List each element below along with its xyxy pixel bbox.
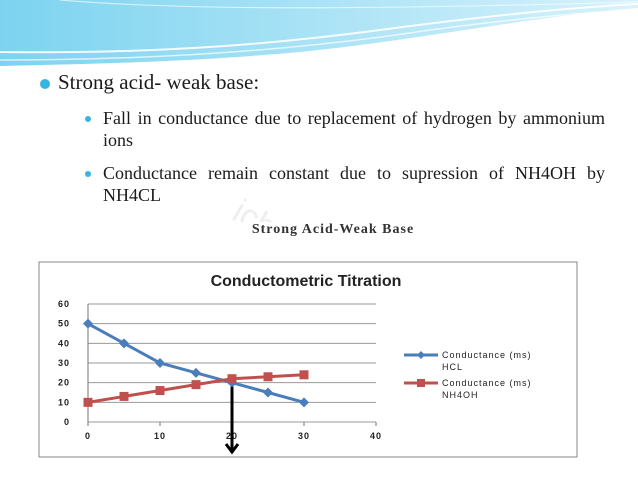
sub-bullet-text: Conductance remain constant due to supre… — [103, 163, 605, 206]
y-tick-label: 20 — [58, 378, 70, 388]
x-tick-label: 10 — [154, 431, 166, 441]
header-wave — [0, 0, 638, 66]
data-point — [155, 358, 165, 368]
y-tick-label: 50 — [58, 319, 70, 329]
x-tick-label: 30 — [298, 431, 310, 441]
data-point — [155, 386, 165, 396]
y-tick-label: 40 — [58, 338, 70, 348]
data-point — [119, 338, 129, 349]
main-bullet: Strong acid- weak base: — [40, 70, 605, 95]
chart-title: Conductometric Titration — [211, 273, 402, 290]
legend: Conductance (ms) HCL Conductance (ms) NH4OH — [404, 350, 532, 400]
legend-marker — [417, 379, 425, 387]
data-point — [83, 318, 93, 329]
sub-bullet-text: Fall in conductance due to replacement o… — [103, 108, 605, 151]
y-tick-label: 0 — [64, 417, 70, 427]
data-point — [263, 387, 273, 398]
bullet-dot-icon — [85, 171, 91, 178]
chart-frame — [38, 261, 578, 458]
legend-label: HCL — [442, 362, 463, 372]
sub-bullets: Fall in conductance due to replacement o… — [85, 108, 605, 207]
series-layer — [83, 318, 309, 408]
legend-label: NH4OH — [442, 390, 479, 400]
slide-content: Strong acid- weak base: Fall in conducta… — [40, 70, 605, 218]
legend-label: Conductance (ms) — [442, 350, 532, 360]
legend-label: Conductance (ms) — [442, 378, 532, 388]
arrow-head — [224, 443, 240, 455]
data-point — [191, 367, 201, 378]
legend-marker — [417, 351, 425, 359]
y-tick-label: 10 — [58, 397, 70, 407]
data-point — [299, 397, 309, 408]
data-point — [119, 391, 129, 401]
sub-bullet: Fall in conductance due to replacement o… — [85, 108, 605, 152]
chart-caption: Strong Acid-Weak Base — [252, 222, 414, 237]
bullet-dot-icon — [85, 116, 91, 123]
data-point — [191, 380, 201, 390]
data-point — [227, 374, 237, 384]
data-point — [83, 397, 93, 407]
chart: Strong Acid-Weak Base Conductometric Tit… — [36, 222, 581, 460]
x-tick-label: 0 — [85, 431, 91, 441]
y-tick-label: 60 — [58, 299, 70, 309]
sub-bullet: Conductance remain constant due to supre… — [85, 163, 605, 207]
data-point — [299, 370, 309, 380]
main-bullet-text: Strong acid- weak base: — [58, 70, 260, 94]
y-tick-label: 30 — [58, 358, 70, 368]
bullet-dot-icon — [40, 79, 50, 89]
data-point — [263, 372, 273, 382]
x-tick-label: 40 — [370, 431, 382, 441]
annotations — [224, 386, 240, 455]
